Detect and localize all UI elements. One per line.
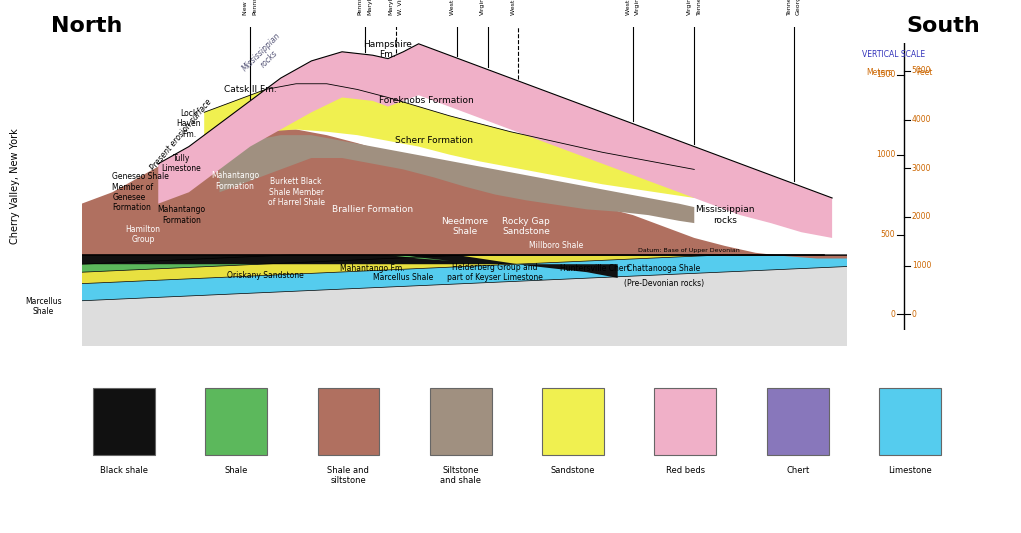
Text: Mahantango
Formation: Mahantango Formation: [157, 205, 205, 225]
Text: Mahantango
Formation: Mahantango Formation: [210, 171, 259, 190]
Polygon shape: [220, 135, 694, 223]
Text: Limestone: Limestone: [888, 466, 932, 474]
Polygon shape: [204, 84, 694, 198]
Text: 1500: 1500: [876, 70, 895, 79]
Text: Red beds: Red beds: [666, 466, 704, 474]
Bar: [879, 388, 940, 455]
Text: Chert: Chert: [786, 466, 810, 474]
Text: Burkett Black
Shale Member
of Harrel Shale: Burkett Black Shale Member of Harrel Sha…: [268, 177, 325, 207]
Text: 5000: 5000: [912, 66, 931, 75]
Text: Maryland: Maryland: [368, 0, 373, 15]
Text: Mississippian
rocks: Mississippian rocks: [241, 30, 290, 80]
Text: Hamilton
Group: Hamilton Group: [126, 225, 160, 244]
Text: VERTICAL SCALE: VERTICAL SCALE: [862, 50, 925, 59]
Text: Millboro Shale: Millboro Shale: [529, 241, 584, 251]
Text: Georgia: Georgia: [796, 0, 801, 15]
Bar: [205, 388, 266, 455]
Text: Meters: Meters: [866, 68, 892, 77]
Bar: [767, 388, 828, 455]
Text: Tennessee: Tennessee: [786, 0, 791, 15]
Text: Lock
Haven
Fm.: Lock Haven Fm.: [177, 109, 201, 139]
Text: (Pre-Devonian rocks): (Pre-Devonian rocks): [624, 279, 703, 288]
Text: 0: 0: [912, 310, 917, 319]
Text: New York: New York: [243, 0, 248, 15]
Text: Oriskany Sandstone: Oriskany Sandstone: [227, 271, 304, 280]
Text: Hampshire
Fm.: Hampshire Fm.: [363, 40, 412, 59]
Polygon shape: [82, 255, 847, 346]
Text: North: North: [51, 16, 123, 36]
Polygon shape: [82, 255, 847, 284]
Polygon shape: [82, 255, 847, 301]
Polygon shape: [158, 44, 832, 238]
Text: Virginia: Virginia: [687, 0, 692, 15]
Text: Huntersville Chert: Huntersville Chert: [560, 264, 630, 273]
Text: Chattanooga Shale: Chattanooga Shale: [627, 264, 700, 273]
Text: 4000: 4000: [912, 115, 931, 124]
Text: Virginia: Virginia: [635, 0, 640, 15]
Text: Virginia: Virginia: [480, 0, 485, 15]
Text: Present erosion surface: Present erosion surface: [149, 98, 213, 173]
Polygon shape: [82, 206, 220, 247]
Polygon shape: [296, 228, 449, 261]
Polygon shape: [82, 255, 847, 272]
Text: West Virginia: West Virginia: [510, 0, 516, 15]
Text: Foreknobs Formation: Foreknobs Formation: [379, 96, 474, 106]
Text: Tully
Limestone: Tully Limestone: [161, 154, 201, 173]
Text: W. Virginia: W. Virginia: [398, 0, 403, 15]
Text: Black shale: Black shale: [100, 466, 148, 474]
Bar: [654, 388, 716, 455]
Text: West Virginia: West Virginia: [626, 0, 631, 15]
Polygon shape: [82, 206, 618, 278]
Text: Marcellus Shale: Marcellus Shale: [373, 273, 434, 282]
Text: 0: 0: [890, 310, 895, 319]
Text: Siltstone
and shale: Siltstone and shale: [440, 466, 481, 485]
Text: Helderberg Group and
part of Keyser Limestone: Helderberg Group and part of Keyser Lime…: [447, 263, 543, 282]
Text: Tennessee: Tennessee: [696, 0, 701, 15]
Text: Sandstone: Sandstone: [550, 466, 595, 474]
Text: Scherr Formation: Scherr Formation: [395, 136, 473, 146]
Text: Cherry Valley, New York: Cherry Valley, New York: [10, 128, 20, 245]
Text: South: South: [907, 16, 980, 36]
Text: Rocky Gap
Sandstone: Rocky Gap Sandstone: [502, 217, 549, 236]
Text: Pennsylvania: Pennsylvania: [357, 0, 362, 15]
Text: Brallier Formation: Brallier Formation: [332, 205, 414, 214]
Text: Marcellus
Shale: Marcellus Shale: [26, 297, 61, 316]
Text: Shale and
siltstone: Shale and siltstone: [328, 466, 370, 485]
Text: Catskill Fm.: Catskill Fm.: [224, 85, 277, 94]
Bar: [318, 388, 380, 455]
Text: Maryland: Maryland: [388, 0, 393, 15]
Text: West Virginia: West Virginia: [449, 0, 454, 15]
Text: 3000: 3000: [912, 164, 931, 173]
Text: Datum: Base of Upper Devonian: Datum: Base of Upper Devonian: [638, 248, 740, 253]
Bar: [430, 388, 491, 455]
Text: Shale: Shale: [225, 466, 248, 474]
Text: 1000: 1000: [912, 261, 931, 270]
Text: Mahantango Fm.: Mahantango Fm.: [340, 264, 405, 273]
Bar: [93, 388, 154, 455]
Polygon shape: [82, 130, 847, 259]
Text: 2000: 2000: [912, 213, 931, 222]
Text: 500: 500: [881, 230, 895, 239]
Text: Needmore
Shale: Needmore Shale: [441, 217, 488, 236]
Bar: [542, 388, 603, 455]
Text: Feet: Feet: [916, 68, 932, 77]
Text: 1000: 1000: [876, 150, 895, 159]
Text: Mississippian
rocks: Mississippian rocks: [695, 205, 755, 225]
Text: Pennsylvania: Pennsylvania: [252, 0, 257, 15]
Text: Geneseo Shale
Member of
Genesee
Formation: Geneseo Shale Member of Genesee Formatio…: [112, 172, 169, 212]
